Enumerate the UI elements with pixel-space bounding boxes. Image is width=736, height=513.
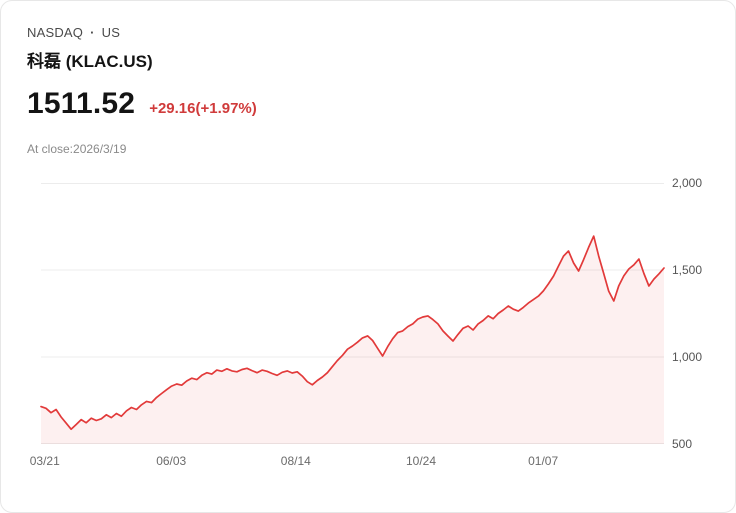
y-axis-label: 2,000 xyxy=(672,176,703,190)
x-axis: 03/21 06/03 08/14 10/24 01/07 xyxy=(30,454,664,472)
market-line: NASDAQ · US xyxy=(27,25,120,40)
y-axis-label: 1,500 xyxy=(672,263,703,277)
x-axis-label: 10/24 xyxy=(406,454,437,468)
x-axis-label: 03/21 xyxy=(29,454,60,468)
price-line xyxy=(40,235,665,431)
stock-title: 科磊 (KLAC.US) xyxy=(27,52,153,71)
price-chart-svg[interactable] xyxy=(40,183,665,444)
price-change: +29.16(+1.97%) xyxy=(149,100,257,117)
last-price: 1511.52 xyxy=(27,87,136,120)
x-axis-label: 06/03 xyxy=(156,454,187,468)
separator-dot: · xyxy=(90,25,95,40)
exchange-label: NASDAQ xyxy=(27,25,84,40)
y-axis-label: 500 xyxy=(672,437,693,451)
gridlines xyxy=(41,183,664,444)
as-of-close-time: At close:2026/3/19 xyxy=(27,142,127,156)
x-axis-label: 08/14 xyxy=(280,454,311,468)
quote-row: 1511.52 +29.16(+1.97%) xyxy=(27,87,257,121)
price-area-fill xyxy=(41,236,664,444)
y-axis-label: 1,000 xyxy=(672,350,703,364)
y-axis: 2,000 1,500 1,000 500 xyxy=(672,176,722,451)
x-axis-label: 01/07 xyxy=(528,454,559,468)
region-label: US xyxy=(101,25,121,40)
price-chart[interactable] xyxy=(40,183,665,444)
